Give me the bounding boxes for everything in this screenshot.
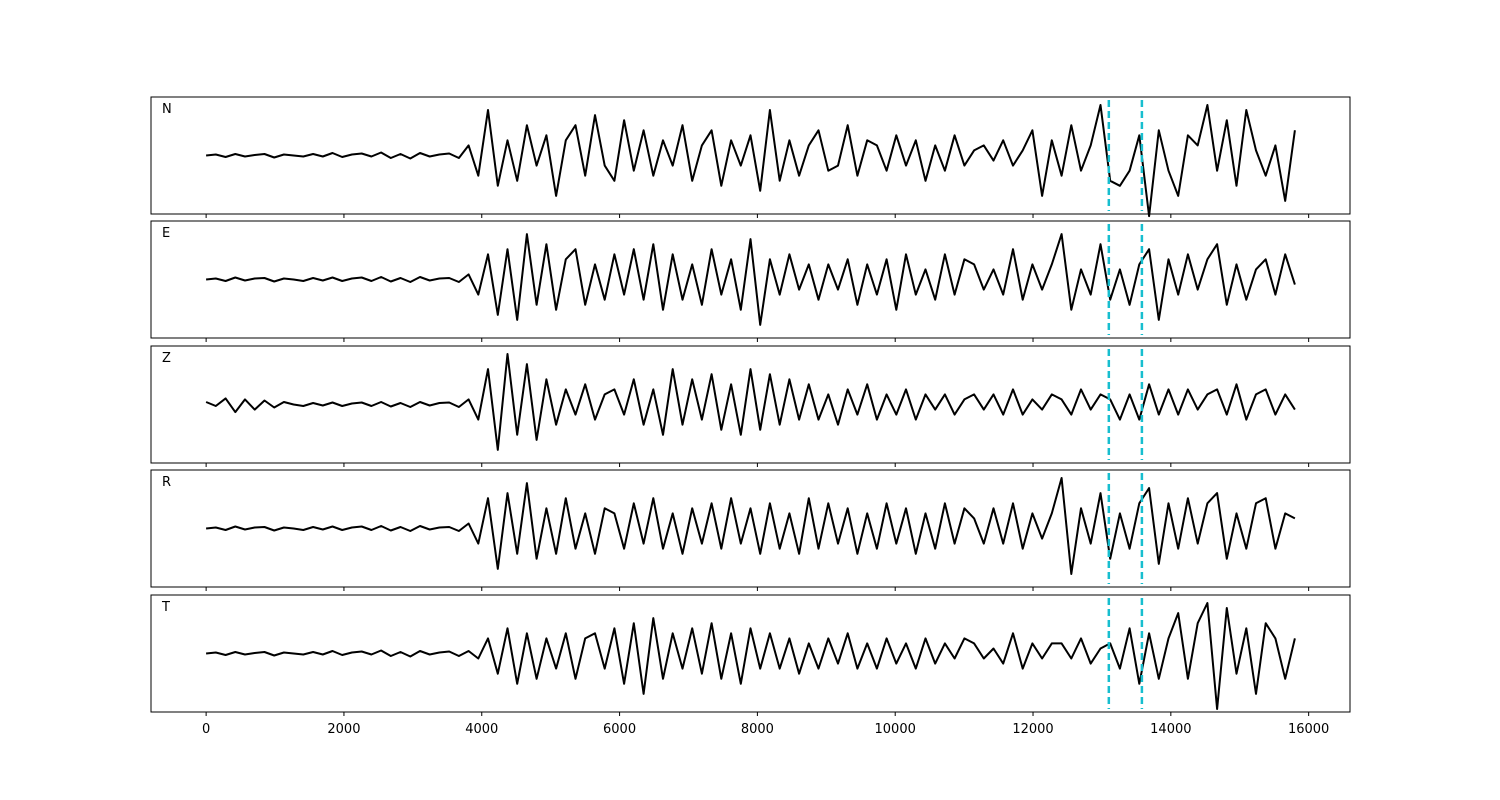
panel-frame bbox=[150, 345, 1351, 464]
panel-e: E bbox=[150, 220, 1351, 342]
x-tick-label: 10000 bbox=[875, 722, 916, 737]
x-tick-label: 0 bbox=[202, 722, 210, 737]
component-label: E bbox=[162, 226, 170, 241]
component-label: R bbox=[162, 475, 171, 490]
component-label: T bbox=[161, 600, 170, 615]
panel-frame bbox=[150, 96, 1351, 215]
trace-z bbox=[205, 353, 1296, 451]
component-label: Z bbox=[162, 351, 171, 366]
x-tick-label: 14000 bbox=[1150, 722, 1191, 737]
panel-frame bbox=[150, 220, 1351, 339]
panel-r: R bbox=[150, 469, 1351, 591]
panels-group: N E Z R T bbox=[150, 96, 1351, 716]
panel-z: Z bbox=[150, 345, 1351, 467]
x-tick-label: 4000 bbox=[465, 722, 498, 737]
x-tick-label: 2000 bbox=[327, 722, 360, 737]
trace-n bbox=[205, 104, 1296, 218]
panel-n: N bbox=[150, 96, 1351, 218]
panel-frame bbox=[150, 469, 1351, 588]
x-tick-label: 12000 bbox=[1012, 722, 1053, 737]
x-axis: 0 2000 4000 6000 8000 10000 12000 14000 16000 bbox=[202, 722, 1329, 737]
trace-e bbox=[205, 233, 1296, 326]
panel-frame bbox=[150, 594, 1351, 713]
trace-r bbox=[205, 477, 1296, 575]
trace-t bbox=[205, 602, 1296, 710]
panel-t: T bbox=[150, 594, 1351, 716]
x-tick-label: 8000 bbox=[741, 722, 774, 737]
x-tick-label: 16000 bbox=[1288, 722, 1329, 737]
component-label: N bbox=[162, 102, 172, 117]
x-tick-label: 6000 bbox=[603, 722, 636, 737]
